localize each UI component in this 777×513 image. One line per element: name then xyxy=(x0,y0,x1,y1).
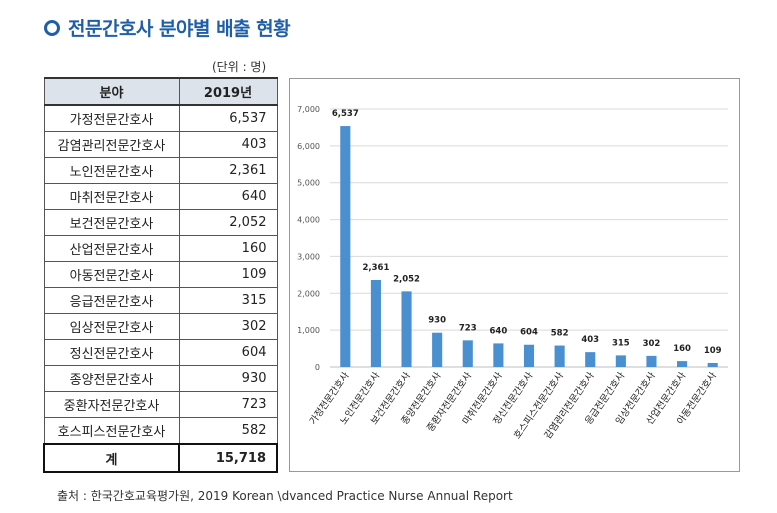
data-table: 분야 2019년 가정전문간호사 6,537 감염관리전문간호사 403 노인전문간호사… xyxy=(43,77,278,473)
data-label: 315 xyxy=(612,338,630,348)
bar xyxy=(615,355,626,367)
bar-chart: 0 1,000 2,000 3,000 4,000 5,000 6,000 7,000 6,53… xyxy=(289,78,740,472)
table-row: 임상전문간호사 302 xyxy=(43,313,278,340)
y-tick-label: 7,000 xyxy=(297,105,320,114)
row-field: 산업전문간호사 xyxy=(43,235,180,262)
table-row: 산업전문간호사 160 xyxy=(43,235,278,262)
row-value: 302 xyxy=(178,313,278,340)
bar xyxy=(646,355,657,367)
row-value: 604 xyxy=(178,339,278,366)
table-row: 마취전문간호사 640 xyxy=(43,183,278,210)
table-row: 중환자전문간호사 723 xyxy=(43,391,278,418)
unit-label: (단위 : 명) xyxy=(212,60,267,74)
data-label: 403 xyxy=(581,335,599,345)
table-row: 보건전문간호사 2,052 xyxy=(43,209,278,236)
row-field: 임상전문간호사 xyxy=(43,313,180,340)
row-value: 2,052 xyxy=(178,209,278,236)
bar xyxy=(370,279,381,367)
row-field: 중환자전문간호사 xyxy=(43,391,180,418)
row-field: 종양전문간호사 xyxy=(43,365,180,392)
data-label: 2,052 xyxy=(393,274,420,284)
row-field: 노인전문간호사 xyxy=(43,157,180,184)
row-field: 호스피스전문간호사 xyxy=(43,417,180,445)
y-tick-label: 5,000 xyxy=(297,179,320,188)
bar xyxy=(493,343,504,367)
table-row: 종양전문간호사 930 xyxy=(43,365,278,392)
bar xyxy=(554,345,565,367)
row-field: 가정전문간호사 xyxy=(43,104,180,132)
total-label: 계 xyxy=(43,443,180,473)
data-label: 109 xyxy=(704,346,722,356)
bar xyxy=(677,361,688,367)
bar xyxy=(340,126,351,368)
data-label: 640 xyxy=(490,326,508,336)
y-tick-label: 4,000 xyxy=(297,216,320,225)
bar xyxy=(401,291,412,367)
bullet-circle-icon xyxy=(44,19,60,36)
row-field: 응급전문간호사 xyxy=(43,287,180,314)
row-value: 315 xyxy=(178,287,278,314)
bar xyxy=(462,340,473,367)
row-value: 6,537 xyxy=(178,104,278,132)
table-row: 가정전문간호사 6,537 xyxy=(43,104,278,132)
row-field: 감염관리전문간호사 xyxy=(43,131,180,158)
row-field: 보건전문간호사 xyxy=(43,209,180,236)
row-field: 아동전문간호사 xyxy=(43,261,180,288)
row-value: 160 xyxy=(178,235,278,262)
table-total-row: 계 15,718 xyxy=(43,443,278,473)
data-label: 2,361 xyxy=(362,263,389,273)
bar xyxy=(585,352,596,367)
row-value: 640 xyxy=(178,183,278,210)
table-row: 감염관리전문간호사 403 xyxy=(43,131,278,158)
row-field: 정신전문간호사 xyxy=(43,339,180,366)
row-value: 582 xyxy=(178,417,278,445)
row-value: 930 xyxy=(178,365,278,392)
source-note: 출처 : 한국간호교육평가원, 2019 Korean \dvanced Pra… xyxy=(57,489,513,503)
data-label: 930 xyxy=(428,316,446,326)
table-row: 호스피스전문간호사 582 xyxy=(43,417,278,445)
data-label: 604 xyxy=(520,328,538,338)
y-tick-label: 0 xyxy=(315,363,320,372)
header-year: 2019년 xyxy=(178,77,278,106)
data-label: 582 xyxy=(551,329,569,339)
table-body: 가정전문간호사 6,537 감염관리전문간호사 403 노인전문간호사 2,361 마취전문… xyxy=(43,104,278,473)
row-field: 마취전문간호사 xyxy=(43,183,180,210)
bar xyxy=(707,362,718,367)
table-row: 응급전문간호사 315 xyxy=(43,287,278,314)
table-header-row: 분야 2019년 xyxy=(43,77,278,106)
total-value: 15,718 xyxy=(178,443,278,473)
row-value: 403 xyxy=(178,131,278,158)
data-label: 6,537 xyxy=(332,109,359,119)
y-tick-label: 2,000 xyxy=(297,289,320,298)
data-label: 160 xyxy=(673,344,691,354)
bar xyxy=(432,332,443,367)
data-label: 302 xyxy=(643,339,661,349)
table-row: 노인전문간호사 2,361 xyxy=(43,157,278,184)
header-field: 분야 xyxy=(43,77,180,106)
row-value: 2,361 xyxy=(178,157,278,184)
row-value: 723 xyxy=(178,391,278,418)
row-value: 109 xyxy=(178,261,278,288)
y-tick-label: 1,000 xyxy=(297,326,320,335)
y-tick-label: 3,000 xyxy=(297,252,320,261)
table-row: 정신전문간호사 604 xyxy=(43,339,278,366)
page-title: 전문간호사 분야별 배출 현황 xyxy=(44,14,291,41)
bar-chart-svg: 0 1,000 2,000 3,000 4,000 5,000 6,000 7,000 6,53… xyxy=(297,105,728,441)
data-label: 723 xyxy=(459,323,477,333)
table-row: 아동전문간호사 109 xyxy=(43,261,278,288)
bar xyxy=(523,344,535,367)
y-tick-label: 6,000 xyxy=(297,142,320,151)
page-title-text: 전문간호사 분야별 배출 현황 xyxy=(68,18,291,40)
